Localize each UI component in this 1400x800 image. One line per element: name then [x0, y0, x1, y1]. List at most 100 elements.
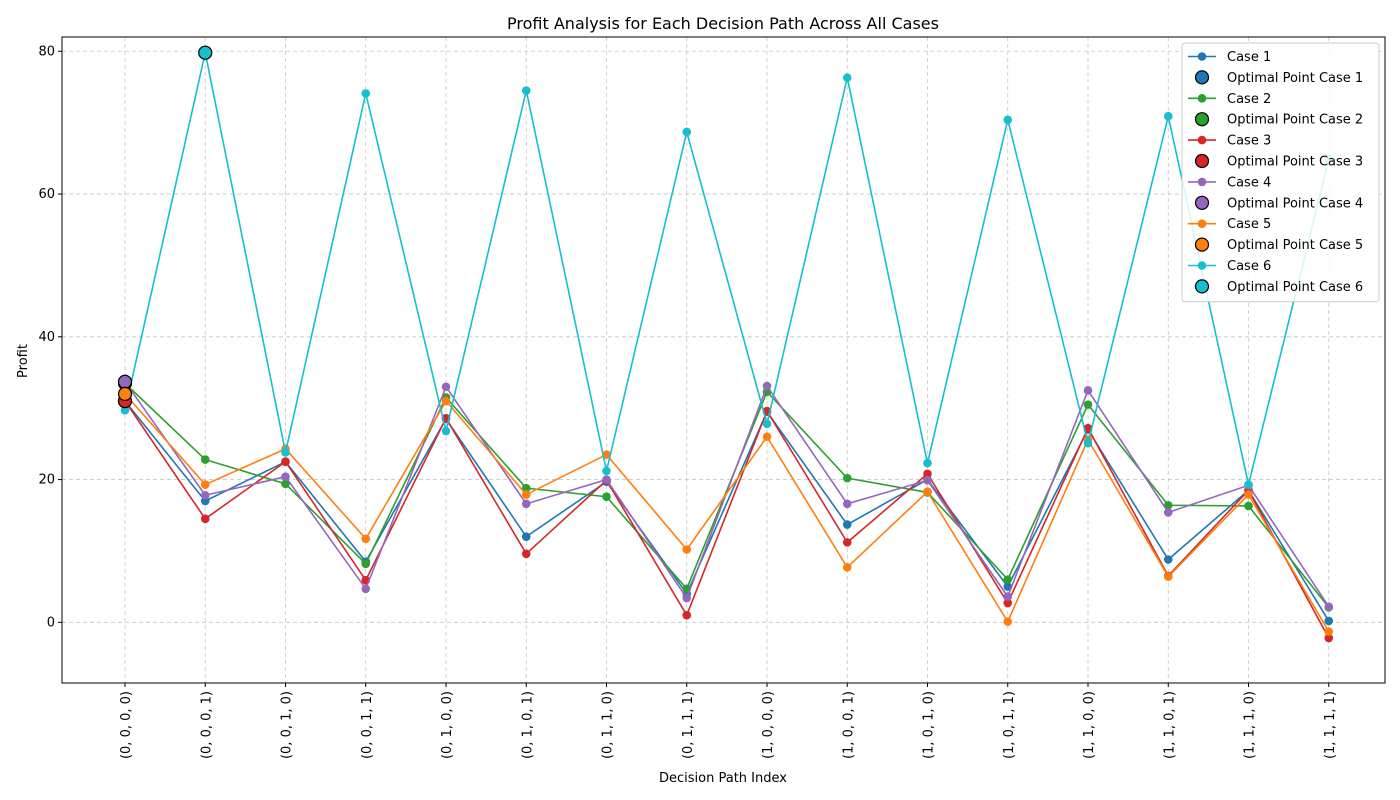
x-axis-label: Decision Path Index: [659, 771, 787, 786]
data-point-case-5: [200, 480, 210, 489]
data-point-case-2: [1244, 501, 1253, 511]
data-point-case-1: [521, 532, 531, 541]
data-point-case-6: [1163, 111, 1173, 121]
series-line-case-6: [124, 52, 1330, 485]
y-axis-label: Profit: [16, 344, 31, 378]
data-point-case-6: [1244, 480, 1253, 489]
legend-marker-swatch: [1197, 135, 1207, 145]
data-point-case-2: [200, 455, 210, 464]
x-tick-label: (1, 0, 1, 0): [922, 691, 937, 759]
data-point-case-3: [521, 549, 531, 559]
legend-box: [1181, 42, 1380, 303]
data-point-case-1: [1324, 616, 1334, 626]
x-tick-label: (1, 0, 0, 0): [761, 691, 776, 759]
series-line-case-1: [124, 400, 1330, 622]
x-ticks: (0, 0, 0, 0) (0, 0, 0, 1) (0, 0, 1, 0) (0, …: [119, 683, 1338, 759]
optimal-points: [117, 45, 213, 409]
legend-label: Optimal Point Case 6: [1227, 280, 1363, 295]
data-point-case-2: [1163, 500, 1173, 510]
data-point-case-4: [521, 499, 531, 509]
legend-optimal-swatch: [1194, 237, 1210, 252]
data-point-case-4: [762, 381, 772, 391]
data-point-case-6: [1083, 438, 1093, 448]
data-point-case-6: [602, 466, 611, 476]
series-line-case-2: [124, 382, 1330, 608]
data-point-case-6: [682, 127, 692, 137]
legend-label: Case 5: [1227, 217, 1271, 232]
data-point-case-3: [842, 538, 852, 547]
data-point-case-2: [361, 559, 371, 569]
data-point-case-6: [842, 73, 852, 82]
data-point-case-3: [1083, 423, 1093, 433]
data-point-case-1: [842, 520, 852, 529]
data-point-case-2: [602, 492, 611, 501]
legend-marker-swatch: [1197, 177, 1207, 187]
x-tick-label: (0, 0, 0, 0): [119, 691, 134, 759]
x-tick-label: (1, 1, 0, 1): [1162, 691, 1177, 759]
y-tick-label: 80: [38, 44, 55, 59]
legend-optimal-swatch: [1194, 70, 1210, 85]
y-tick-label: 60: [38, 187, 55, 202]
legend-optimal-swatch: [1194, 112, 1210, 127]
legend-label: Case 6: [1227, 259, 1271, 274]
data-point-case-3: [1324, 633, 1334, 643]
optimal-point-case-6: [198, 45, 213, 60]
legend-marker-swatch: [1197, 261, 1207, 270]
legend-marker-swatch: [1197, 94, 1207, 103]
legend-label: Optimal Point Case 4: [1227, 196, 1363, 211]
data-point-case-5: [1163, 572, 1173, 581]
data-point-case-5: [521, 490, 531, 499]
x-tick-label: (0, 1, 1, 1): [681, 691, 696, 759]
data-point-case-4: [682, 593, 692, 603]
legend-label: Case 1: [1227, 50, 1271, 65]
data-point-case-3: [200, 514, 210, 524]
data-point-case-6: [521, 86, 531, 95]
data-point-case-4: [602, 475, 611, 484]
y-tick-label: 20: [38, 473, 55, 488]
data-point-case-6: [361, 89, 371, 98]
data-point-case-2: [842, 473, 852, 483]
data-point-case-2: [1003, 575, 1013, 584]
x-tick-label: (0, 0, 1, 1): [360, 691, 375, 759]
legend-label: Optimal Point Case 1: [1227, 71, 1363, 86]
data-point-case-6: [923, 458, 932, 468]
legend-marker-swatch: [1197, 52, 1207, 61]
data-point-case-1: [1003, 582, 1013, 591]
data-point-case-3: [281, 457, 290, 467]
legend-label: Optimal Point Case 3: [1227, 155, 1363, 170]
x-tick-label: (1, 0, 1, 1): [1002, 691, 1017, 759]
data-point-case-3: [923, 469, 932, 479]
data-point-case-5: [762, 432, 772, 442]
data-point-case-3: [1003, 598, 1013, 608]
data-point-case-5: [602, 450, 611, 459]
y-ticks: 0 20 40 60 80: [38, 44, 62, 630]
data-point-case-5: [1324, 627, 1334, 636]
data-point-case-6: [281, 448, 290, 457]
data-point-case-6: [762, 419, 772, 429]
series-line-case-3: [124, 400, 1330, 639]
data-point-case-5: [441, 396, 451, 406]
data-point-case-1: [1163, 555, 1173, 564]
data-point-case-2: [521, 483, 531, 493]
data-point-case-4: [1083, 386, 1093, 395]
axes: [61, 36, 1386, 684]
optimal-point-case-4: [117, 374, 133, 389]
legend-label: Case 4: [1227, 175, 1271, 190]
optimal-point-case-5: [117, 386, 133, 402]
x-tick-label: (0, 1, 0, 1): [520, 691, 535, 759]
legend: Case 1 Optimal Point Case 1 Case 2 Optimal …: [1181, 42, 1380, 303]
legend-label: Optimal Point Case 2: [1227, 113, 1363, 128]
data-point-case-4: [842, 499, 852, 509]
chart-title: Profit Analysis for Each Decision Path A…: [507, 14, 939, 33]
legend-label: Case 3: [1227, 134, 1271, 149]
data-point-case-4: [1324, 602, 1334, 611]
legend-optimal-swatch: [1194, 153, 1210, 169]
x-tick-label: (0, 1, 0, 0): [440, 691, 455, 759]
data-point-case-6: [441, 426, 451, 436]
data-point-case-6: [1003, 115, 1013, 125]
x-tick-label: (1, 0, 0, 1): [841, 691, 856, 759]
legend-marker-swatch: [1197, 219, 1207, 228]
data-point-case-5: [361, 534, 371, 544]
legend-label: Optimal Point Case 5: [1227, 238, 1363, 253]
